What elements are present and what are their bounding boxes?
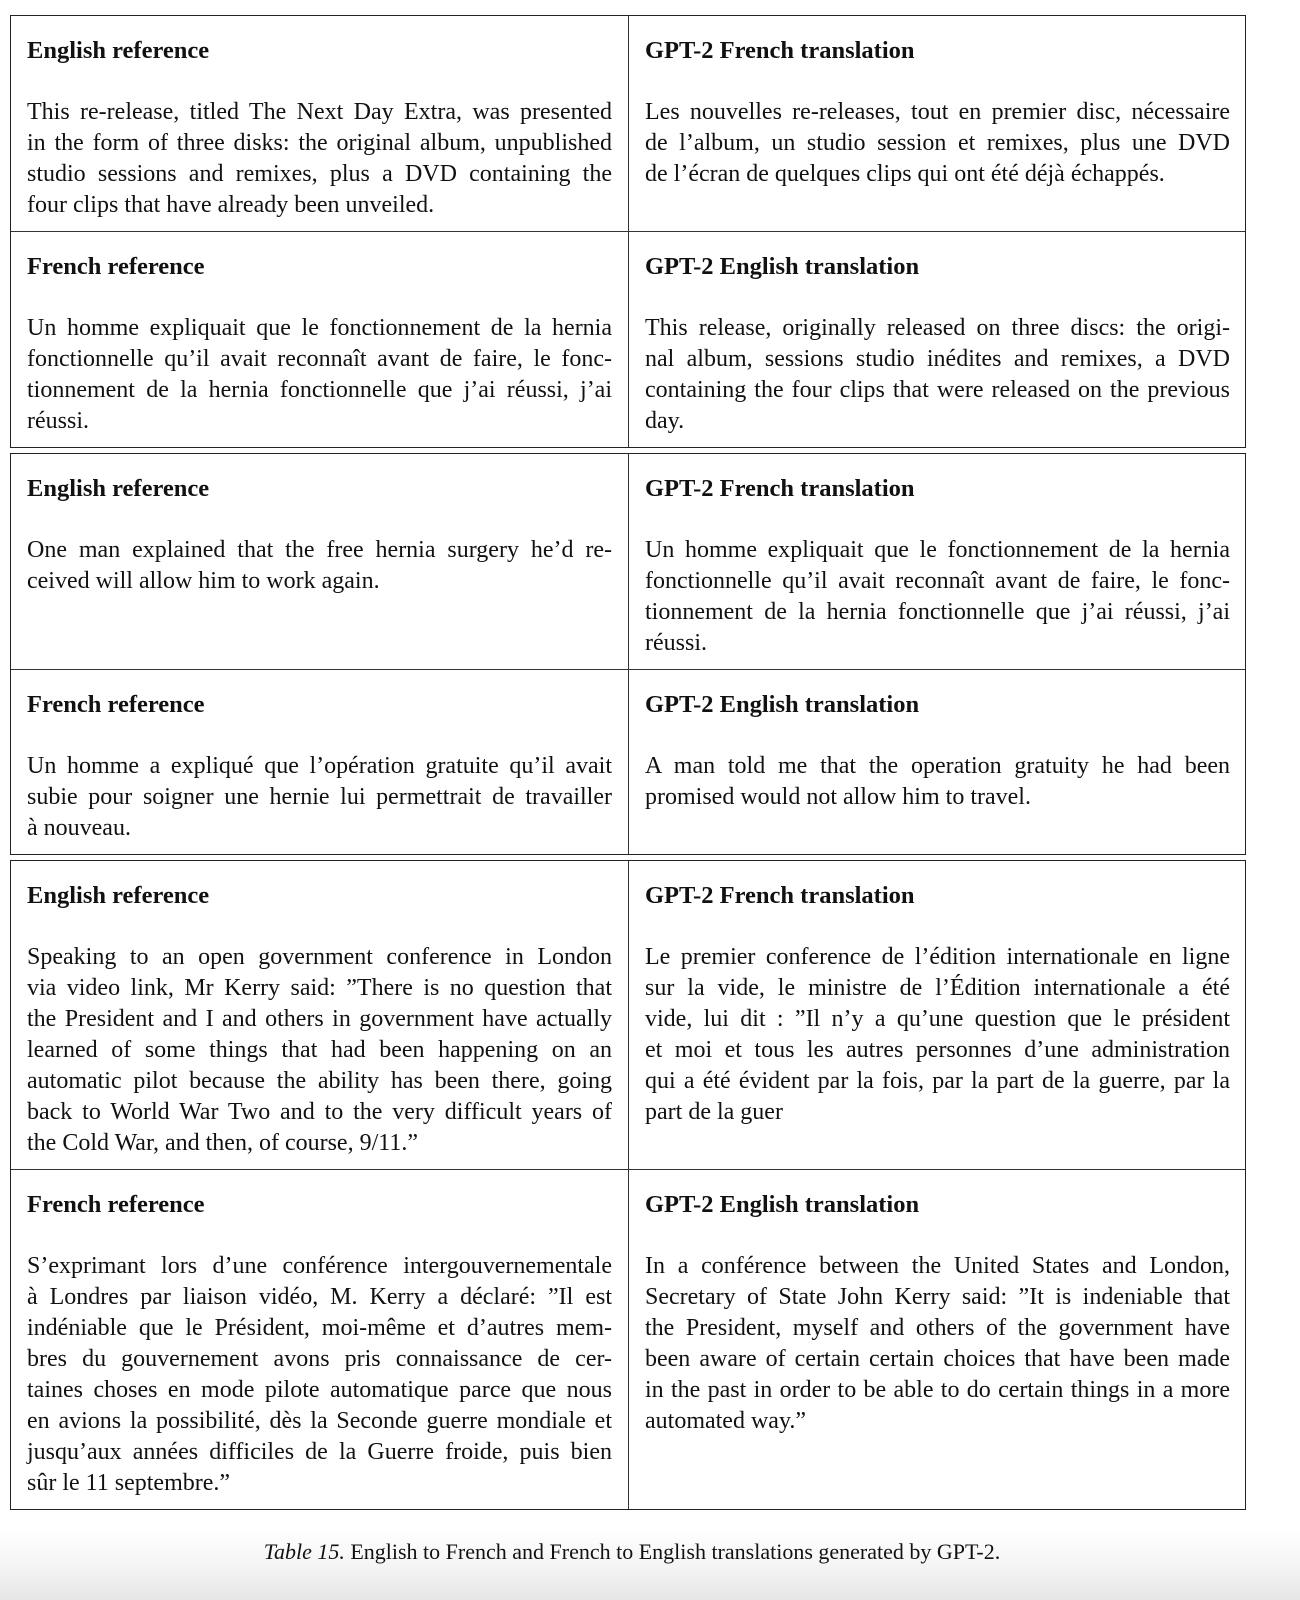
cell-heading: GPT-2 French translation [645, 475, 915, 502]
text-line: ceived will allow him to work again. [27, 568, 380, 594]
text-line: A man told me that the operation gratuit… [645, 753, 1230, 779]
text-line: learned of some things that had been hap… [27, 1037, 612, 1063]
text-line: promised would not allow him to travel. [645, 784, 1031, 810]
caption-text: English to French and French to English … [344, 1539, 1001, 1564]
reference-cell: English reference Speaking to an open gov… [11, 861, 628, 1169]
text-line: fonctionnelle qu’il avait reconnaît avan… [645, 568, 1230, 594]
text-line: automatic pilot because the ability has … [27, 1068, 612, 1094]
text-line: fonctionnelle qu’il avait reconnaît avan… [27, 346, 612, 372]
text-line: tionnement de la hernia fonctionnelle qu… [27, 377, 612, 403]
text-line: studio sessions and remixes, plus a DVD … [27, 161, 612, 187]
table-caption: Table 15. English to French and French t… [0, 1538, 1264, 1566]
text-line: et moi et tous les autres personnes d’un… [645, 1037, 1230, 1063]
cell-heading: GPT-2 English translation [645, 1191, 920, 1218]
table-row: French reference Un homme a expliqué que … [11, 669, 1245, 854]
text-line: tionnement de la hernia fonctionnelle qu… [645, 599, 1230, 625]
caption-label: Table 15. [263, 1539, 345, 1564]
text-line: qui a été évident par la fois, par la pa… [645, 1068, 1230, 1094]
table-row: English reference One man explained that … [11, 454, 1245, 669]
text-line: S’exprimant lors d’une conférence interg… [27, 1253, 612, 1279]
cell-heading: GPT-2 English translation [645, 253, 920, 280]
text-line: In a conférence between the United State… [645, 1253, 1230, 1279]
cell-heading: English reference [27, 37, 210, 64]
text-line: Un homme a expliqué que l’opération grat… [27, 753, 612, 779]
text-line: This release, originally released on thr… [645, 315, 1230, 341]
text-line: de l’album, un studio session et remixes… [645, 130, 1230, 156]
translation-cell: GPT-2 English translation This release, o… [628, 232, 1245, 447]
reference-cell: English reference One man explained that … [11, 454, 628, 669]
table-row: English reference This re-release, titled… [11, 16, 1245, 231]
text-line: the Cold War, and then, of course, 9/11.… [27, 1130, 419, 1156]
text-line: via video link, Mr Kerry said: ”There is… [27, 975, 612, 1001]
table-group: English reference One man explained that … [10, 453, 1246, 855]
text-line: en avions la possibilité, dès la Seconde… [27, 1408, 612, 1434]
text-line: four clips that have already been unveil… [27, 192, 435, 218]
translation-cell: GPT-2 French translation Les nouvelles re… [628, 16, 1245, 231]
table-group: English reference Speaking to an open gov… [10, 860, 1246, 1510]
table-group: English reference This re-release, titled… [10, 15, 1246, 448]
text-line: sur la vide, le ministre de l’Édition in… [645, 975, 1230, 1001]
text-line: been aware of certain certain choices th… [645, 1346, 1230, 1372]
text-line: Speaking to an open government conferenc… [27, 944, 612, 970]
text-line: indéniable que le Président, moi-même et… [27, 1315, 612, 1341]
text-line: Un homme expliquait que le fonctionnemen… [27, 315, 612, 341]
text-line: This re-release, titled The Next Day Ext… [27, 99, 612, 125]
cell-heading: English reference [27, 882, 210, 909]
cell-heading: GPT-2 French translation [645, 882, 915, 909]
table-row: English reference Speaking to an open gov… [11, 861, 1245, 1169]
cell-heading: French reference [27, 253, 205, 280]
cell-heading: French reference [27, 1191, 205, 1218]
text-line: vide, lui dit : ”Il n’y a qu’une questio… [645, 1006, 1230, 1032]
reference-cell: French reference Un homme expliquait que … [11, 232, 628, 447]
table-row: French reference S’exprimant lors d’une c… [11, 1169, 1245, 1509]
translation-cell: GPT-2 English translation A man told me t… [628, 670, 1245, 854]
reference-cell: English reference This re-release, titled… [11, 16, 628, 231]
text-line: day. [645, 408, 685, 434]
cell-heading: GPT-2 French translation [645, 37, 915, 64]
text-line: jusqu’aux années difficiles de la Guerre… [27, 1439, 612, 1465]
cell-heading: English reference [27, 475, 210, 502]
table-row: French reference Un homme expliquait que … [11, 231, 1245, 447]
text-line: Les nouvelles re-releases, tout en premi… [645, 99, 1230, 125]
text-line: Le premier conference de l’édition inter… [645, 944, 1230, 970]
text-line: de l’écran de quelques clips qui ont été… [645, 161, 1165, 187]
text-line: nal album, sessions studio inédites and … [645, 346, 1230, 372]
text-line: back to World War Two and to the very di… [27, 1099, 612, 1125]
text-line: automated way.” [645, 1408, 807, 1434]
text-line: subie pour soigner une hernie lui permet… [27, 784, 612, 810]
reference-cell: French reference Un homme a expliqué que … [11, 670, 628, 854]
text-line: bres du gouvernement avons pris connaiss… [27, 1346, 612, 1372]
text-line: in the past in order to be able to do ce… [645, 1377, 1230, 1403]
translation-cell: GPT-2 English translation In a conférence… [628, 1170, 1245, 1509]
text-line: taines choses en mode pilote automatique… [27, 1377, 612, 1403]
text-line: à Londres par liaison vidéo, M. Kerry a … [27, 1284, 612, 1310]
cell-heading: French reference [27, 691, 205, 718]
text-line: part de la guer [645, 1099, 783, 1125]
text-line: the President, myself and others of the … [645, 1315, 1230, 1341]
reference-cell: French reference S’exprimant lors d’une c… [11, 1170, 628, 1509]
text-line: réussi. [27, 408, 89, 434]
translation-cell: GPT-2 French translation Un homme expliqu… [628, 454, 1245, 669]
translation-table: English reference This re-release, titled… [10, 15, 1246, 1515]
text-line: in the form of three disks: the original… [27, 130, 612, 156]
text-line: the President and I and others in govern… [27, 1006, 612, 1032]
translation-cell: GPT-2 French translation Le premier confe… [628, 861, 1245, 1169]
cell-heading: GPT-2 English translation [645, 691, 920, 718]
text-line: à nouveau. [27, 815, 131, 841]
text-line: Un homme expliquait que le fonctionnemen… [645, 537, 1230, 563]
text-line: sûr le 11 septembre.” [27, 1470, 231, 1496]
text-line: One man explained that the free hernia s… [27, 537, 612, 563]
text-line: containing the four clips that were rele… [645, 377, 1230, 403]
text-line: Secretary of State John Kerry said: ”It … [645, 1284, 1230, 1310]
text-line: réussi. [645, 630, 707, 656]
